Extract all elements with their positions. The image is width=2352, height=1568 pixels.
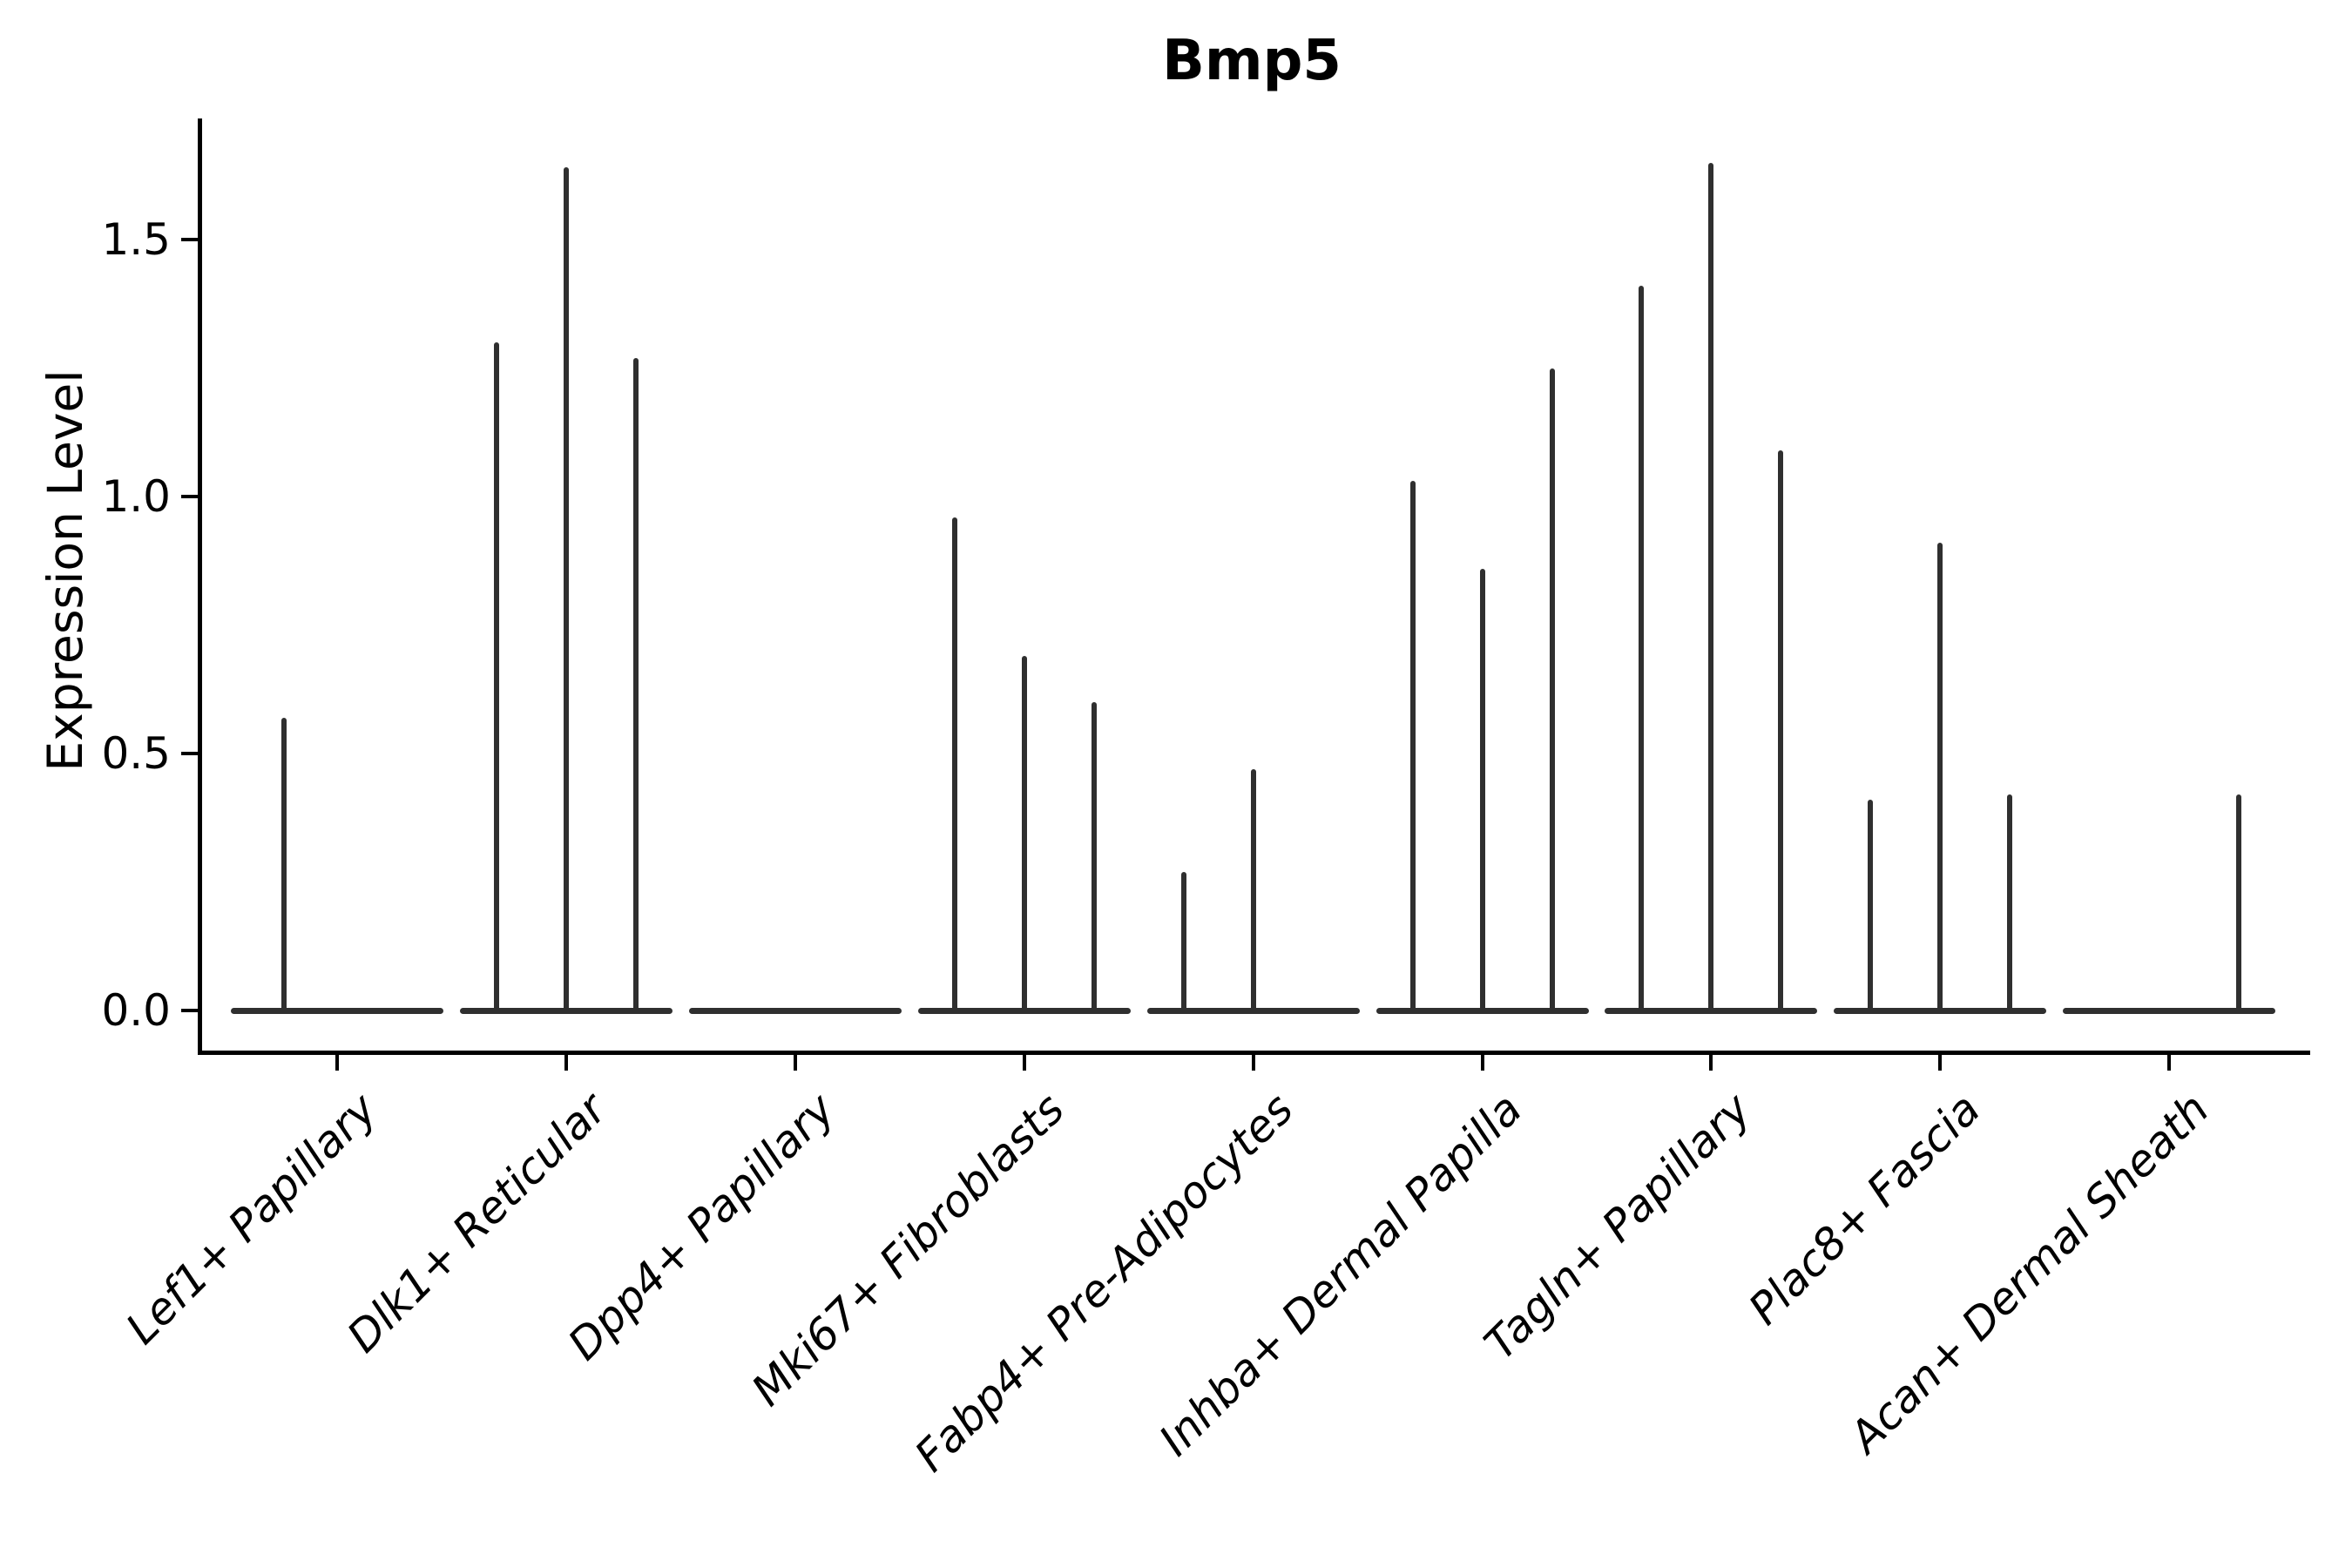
x-tick-mark bbox=[2167, 1055, 2172, 1071]
x-axis-spine bbox=[198, 1051, 2310, 1055]
violin-spike bbox=[493, 342, 499, 1014]
x-tick-mark bbox=[793, 1055, 797, 1071]
violin-baseline bbox=[231, 1007, 443, 1014]
violin-spike bbox=[1479, 568, 1485, 1014]
x-tick-mark bbox=[1938, 1055, 1943, 1071]
violin-spike bbox=[1868, 800, 1874, 1014]
violin-spike bbox=[2007, 794, 2013, 1014]
x-tick-mark bbox=[1709, 1055, 1713, 1071]
x-tick-mark bbox=[1480, 1055, 1484, 1071]
violin-spike bbox=[1180, 871, 1186, 1014]
y-tick-label: 1.0 bbox=[101, 471, 171, 522]
violin-spike bbox=[281, 717, 287, 1014]
violin-spike bbox=[1091, 702, 1097, 1014]
y-axis-spine bbox=[198, 118, 202, 1055]
violin-spike bbox=[1937, 543, 1943, 1014]
violin-spike bbox=[1778, 449, 1784, 1014]
y-tick-label: 0.5 bbox=[101, 728, 171, 779]
x-tick-mark bbox=[1251, 1055, 1255, 1071]
y-tick-mark bbox=[181, 495, 200, 498]
violin-spike bbox=[2236, 794, 2242, 1014]
y-axis-label: Expression Level bbox=[37, 369, 93, 772]
x-tick-label: Fabp4+ Pre-Adipocytes bbox=[905, 1084, 1303, 1482]
y-tick-mark bbox=[181, 752, 200, 755]
chart-title: Bmp5 bbox=[1162, 29, 1342, 93]
violin-spike bbox=[1549, 368, 1555, 1014]
y-tick-label: 1.5 bbox=[101, 214, 171, 265]
y-tick-mark bbox=[181, 238, 200, 241]
x-tick-mark bbox=[1022, 1055, 1026, 1071]
violin-baseline bbox=[2063, 1007, 2276, 1014]
violin-baseline bbox=[688, 1007, 902, 1014]
y-tick-mark bbox=[181, 1009, 200, 1012]
violin-spike bbox=[1250, 768, 1256, 1014]
x-tick-mark bbox=[335, 1055, 339, 1071]
violin-spike bbox=[1409, 481, 1416, 1014]
x-tick-label: Lef1+ Papillary bbox=[116, 1084, 388, 1355]
x-tick-label: Inhba+ Dermal Papilla bbox=[1150, 1084, 1532, 1466]
y-tick-label: 0.0 bbox=[101, 985, 171, 1036]
violin-spike bbox=[632, 357, 639, 1014]
violin-spike bbox=[1708, 162, 1714, 1014]
violin-spike bbox=[1021, 655, 1027, 1014]
violin-spike bbox=[563, 167, 569, 1014]
x-tick-label: Plac8+ Fascia bbox=[1739, 1084, 1990, 1335]
x-tick-mark bbox=[564, 1055, 568, 1071]
violin-spike bbox=[1639, 286, 1645, 1014]
violin-spike bbox=[951, 517, 957, 1014]
